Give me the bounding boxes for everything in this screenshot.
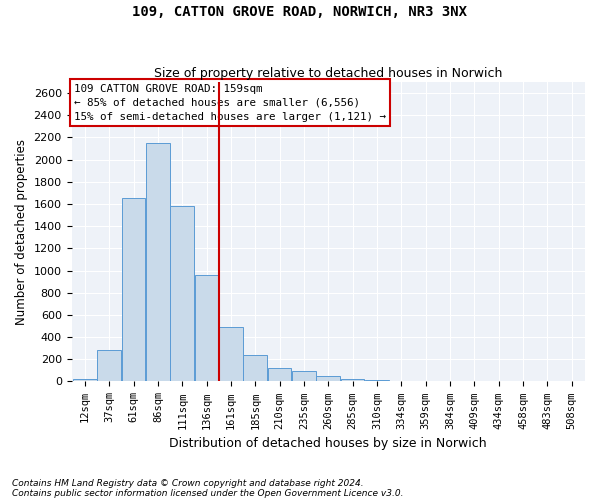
- Text: Contains HM Land Registry data © Crown copyright and database right 2024.: Contains HM Land Registry data © Crown c…: [12, 478, 364, 488]
- Bar: [292, 371, 316, 382]
- Bar: [146, 143, 170, 382]
- Bar: [219, 327, 243, 382]
- Y-axis label: Number of detached properties: Number of detached properties: [15, 138, 28, 325]
- Bar: [316, 376, 340, 382]
- Bar: [365, 380, 389, 382]
- Bar: [268, 368, 292, 382]
- Bar: [170, 206, 194, 382]
- Bar: [341, 378, 364, 382]
- X-axis label: Distribution of detached houses by size in Norwich: Distribution of detached houses by size …: [169, 437, 487, 450]
- Text: Contains public sector information licensed under the Open Government Licence v3: Contains public sector information licen…: [12, 488, 404, 498]
- Title: Size of property relative to detached houses in Norwich: Size of property relative to detached ho…: [154, 66, 502, 80]
- Bar: [389, 381, 413, 382]
- Text: 109, CATTON GROVE ROAD, NORWICH, NR3 3NX: 109, CATTON GROVE ROAD, NORWICH, NR3 3NX: [133, 5, 467, 19]
- Text: 109 CATTON GROVE ROAD: 159sqm
← 85% of detached houses are smaller (6,556)
15% o: 109 CATTON GROVE ROAD: 159sqm ← 85% of d…: [74, 84, 386, 122]
- Bar: [244, 355, 267, 382]
- Bar: [73, 378, 97, 382]
- Bar: [97, 350, 121, 382]
- Bar: [122, 198, 145, 382]
- Bar: [195, 275, 218, 382]
